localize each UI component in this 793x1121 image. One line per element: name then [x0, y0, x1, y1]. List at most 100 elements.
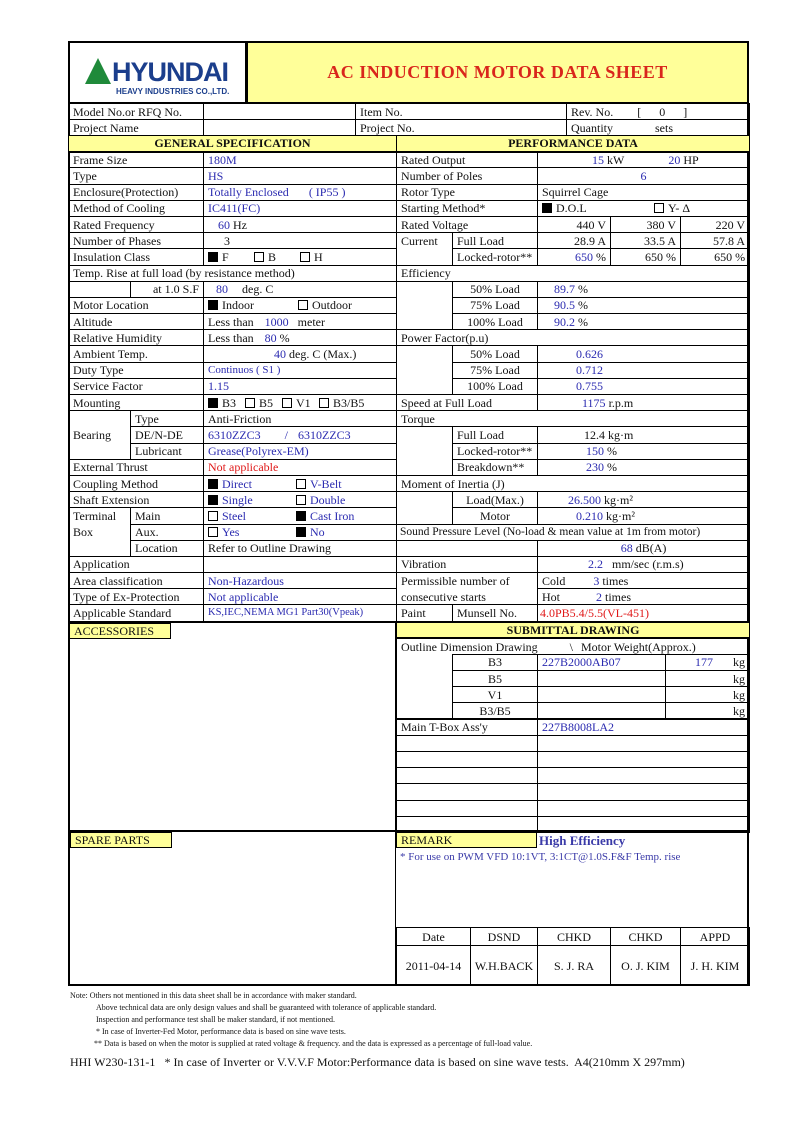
torque-pct: %: [607, 460, 617, 475]
info-table: Model No.or RFQ No. Item No. Rev. No. [ 0…: [68, 102, 750, 137]
eff-value: 89.7: [554, 282, 575, 297]
shaft-label: Shaft Extension: [68, 491, 204, 509]
eff-unit: %: [578, 314, 588, 329]
approval-header-dsnd: DSND: [470, 927, 538, 946]
quantity-unit: sets: [655, 120, 673, 135]
pf-value: 0.755: [536, 377, 751, 396]
option-checkbox[interactable]: V-Belt: [296, 477, 384, 491]
starts-cold-label: Cold: [542, 573, 566, 588]
bearing-label: Bearing: [68, 410, 131, 460]
altitude-unit: meter: [297, 314, 325, 329]
unchecked-box-icon: [245, 397, 255, 408]
option-checkbox[interactable]: B3/B5: [319, 396, 364, 410]
terminal-main-options: Steel Cast Iron: [203, 507, 397, 525]
note-line: Inspection and performance test shall be…: [96, 1015, 336, 1024]
standard-label: Applicable Standard: [68, 604, 204, 622]
torque-bd-value: 230: [586, 460, 604, 475]
output-hp-unit: HP: [683, 153, 699, 168]
pf-load-label: 75% Load: [452, 361, 538, 379]
option-label: Direct: [222, 476, 252, 491]
project-name-value: [203, 119, 356, 137]
option-checkbox[interactable]: B: [254, 250, 300, 264]
voltage-3: 220: [715, 217, 734, 232]
mounting-label: Mounting: [68, 393, 204, 412]
unchecked-box-icon: [296, 494, 306, 505]
option-checkbox[interactable]: B5: [245, 396, 282, 410]
option-label: Indoor: [222, 298, 254, 313]
current-full-3: 57.8: [713, 233, 735, 248]
coupling-label: Coupling Method: [68, 474, 204, 493]
current-full-1: 28.9: [573, 233, 595, 248]
note-line: Note: Others not mentioned in this data …: [70, 991, 357, 1000]
torque-lr-label: Locked-rotor**: [452, 442, 538, 460]
drawing-no: [537, 686, 666, 704]
voltage-unit: V: [667, 217, 676, 232]
vibration-unit: mm/sec (r.m.s): [612, 557, 684, 572]
current-lr-unit: %: [596, 249, 606, 264]
insulation-label: Insulation Class: [68, 248, 204, 266]
tbox-label: Main T-Box Ass'y: [396, 718, 538, 736]
option-label: B3/B5: [333, 395, 365, 410]
option-checkbox[interactable]: V1: [282, 396, 319, 410]
torque-bd-label: Breakdown**: [452, 458, 538, 476]
option-checkbox[interactable]: Yes: [208, 525, 296, 539]
bearing-de-label: DE/N-DE: [130, 426, 204, 444]
pf-load-label: 50% Load: [452, 345, 538, 363]
logo-triangle-icon: [85, 58, 111, 84]
altitude-value: 1000: [264, 314, 289, 329]
option-checkbox[interactable]: Double: [296, 493, 384, 507]
tbox-value: 227B8008LA2: [537, 718, 750, 736]
checked-box-icon: [208, 494, 218, 505]
option-checkbox[interactable]: Indoor: [208, 298, 298, 312]
option-checkbox[interactable]: Single: [208, 493, 296, 507]
drawing-no: 227B2000AB07: [537, 653, 666, 672]
approval-appd: J. H. KIM: [680, 945, 750, 986]
vibration-value: 2.2: [588, 557, 603, 572]
general-spec-table: GENERAL SPECIFICATION Frame Size 180M Typ…: [68, 134, 397, 622]
starting-label: Starting Method*: [396, 199, 538, 217]
altitude-prefix: Less than: [208, 314, 254, 329]
option-checkbox[interactable]: D.O.L: [542, 201, 654, 215]
eff-load-label: 100% Load: [452, 313, 538, 331]
option-label: V1: [296, 395, 311, 410]
option-checkbox[interactable]: Outdoor: [298, 298, 388, 312]
speed-unit: r.p.m: [608, 395, 634, 410]
option-label: F: [222, 249, 229, 264]
weight-label: Motor Weight(Approx.): [581, 639, 696, 654]
option-checkbox[interactable]: F: [208, 250, 254, 264]
voltage-unit: V: [736, 217, 746, 232]
performance-table: PERFORMANCE DATA Rated Output 15 kW 20 HP …: [395, 134, 751, 622]
approval-chkd-1: S. J. RA: [537, 945, 611, 986]
option-checkbox[interactable]: Y- Δ: [654, 201, 749, 215]
option-checkbox[interactable]: B3: [208, 396, 245, 410]
inertia-unit: kg·m²: [606, 508, 635, 523]
option-checkbox[interactable]: H: [300, 250, 346, 264]
output-hp: 20: [668, 153, 681, 168]
option-checkbox[interactable]: Direct: [208, 477, 296, 491]
frame-size-value: 180M: [203, 151, 397, 169]
current-full-2: 33.5: [643, 233, 665, 248]
weight-value: 177: [695, 655, 713, 670]
option-label: Cast Iron: [310, 508, 355, 523]
model-label: Model No.or RFQ No.: [68, 102, 204, 121]
inertia-motor-label: Motor: [452, 507, 538, 525]
coupling-options: Direct V-Belt: [203, 474, 397, 493]
output-kw-unit: kW: [607, 153, 625, 168]
bearing-de-value: 6310ZZC3: [208, 427, 261, 442]
torque-lr-value: 150: [586, 444, 604, 459]
lubricant-value: Grease(Polyrex-EM): [203, 442, 397, 460]
enclosure-value: Totally Enclosed: [208, 185, 289, 200]
rev-label: Rev. No.: [571, 104, 614, 119]
notes: Note: Others not mentioned in this data …: [70, 990, 532, 1050]
humidity-label: Relative Humidity: [68, 329, 204, 347]
unchecked-box-icon: [298, 300, 308, 311]
current-unit: A: [597, 233, 606, 248]
option-checkbox[interactable]: Cast Iron: [296, 509, 384, 523]
inertia-motor-value: 0.210: [576, 508, 603, 523]
weight-unit: kg: [733, 655, 745, 670]
weight-unit: kg: [733, 671, 745, 686]
option-checkbox[interactable]: Steel: [208, 509, 296, 523]
note-line: * In case of Inverter-Fed Motor, perform…: [96, 1027, 346, 1036]
option-checkbox[interactable]: No: [296, 525, 384, 539]
